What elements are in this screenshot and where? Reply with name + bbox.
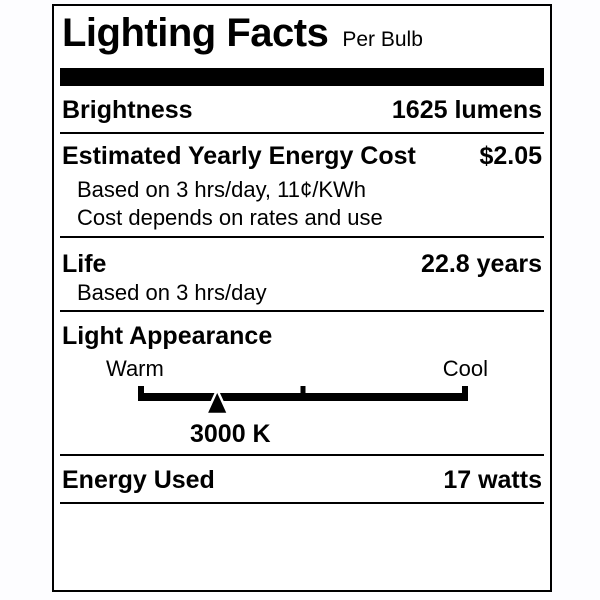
scale-tick-right	[462, 386, 468, 401]
label-subtitle: Per Bulb	[342, 28, 423, 51]
brightness-row: Brightness 1625 lumens	[60, 86, 544, 134]
energy-cost-note-rates: Cost depends on rates and use	[77, 205, 383, 230]
label-title: Lighting Facts	[62, 11, 329, 55]
brightness-label: Brightness	[62, 96, 193, 124]
brightness-value: 1625 lumens	[391, 96, 542, 124]
warm-label: Warm	[106, 356, 164, 381]
temperature-marker	[204, 386, 231, 416]
life-value: 22.8 years	[421, 250, 542, 278]
life-row: Life 22.8 years	[60, 251, 544, 277]
label-header: Lighting Facts Per Bulb	[60, 6, 544, 56]
triangle-up-marker-icon	[204, 386, 231, 416]
energy-cost-label: Estimated Yearly Energy Cost	[62, 142, 416, 170]
life-label: Life	[62, 250, 107, 278]
color-temperature-scale	[138, 382, 544, 420]
warm-cool-scale-icon	[138, 386, 468, 416]
lighting-facts-label: Lighting Facts Per Bulb Brightness 1625 …	[52, 4, 552, 592]
cool-label: Cool	[442, 356, 488, 381]
energy-used-value: 17 watts	[443, 466, 542, 494]
header-divider-bar	[60, 68, 544, 86]
energy-cost-value: $2.05	[479, 142, 542, 170]
scale-tick-middle	[300, 386, 306, 401]
energy-used-row: Energy Used 17 watts	[60, 456, 544, 504]
energy-cost-row: Estimated Yearly Energy Cost $2.05	[60, 143, 544, 169]
scale-tick-left	[138, 386, 144, 401]
life-note-usage: Based on 3 hrs/day	[77, 280, 267, 305]
energy-cost-section: Estimated Yearly Energy Cost $2.05 Based…	[60, 134, 544, 238]
warm-cool-row: Warm Cool	[60, 357, 544, 381]
light-appearance-label: Light Appearance	[62, 322, 273, 350]
light-appearance-section: Light Appearance Warm Cool 3000 K	[60, 312, 544, 456]
energy-cost-note-usage: Based on 3 hrs/day, 11¢/KWh	[77, 177, 367, 202]
life-section: Life 22.8 years Based on 3 hrs/day	[60, 238, 544, 312]
color-temperature-value: 3000 K	[190, 420, 271, 448]
energy-used-label: Energy Used	[62, 466, 215, 494]
